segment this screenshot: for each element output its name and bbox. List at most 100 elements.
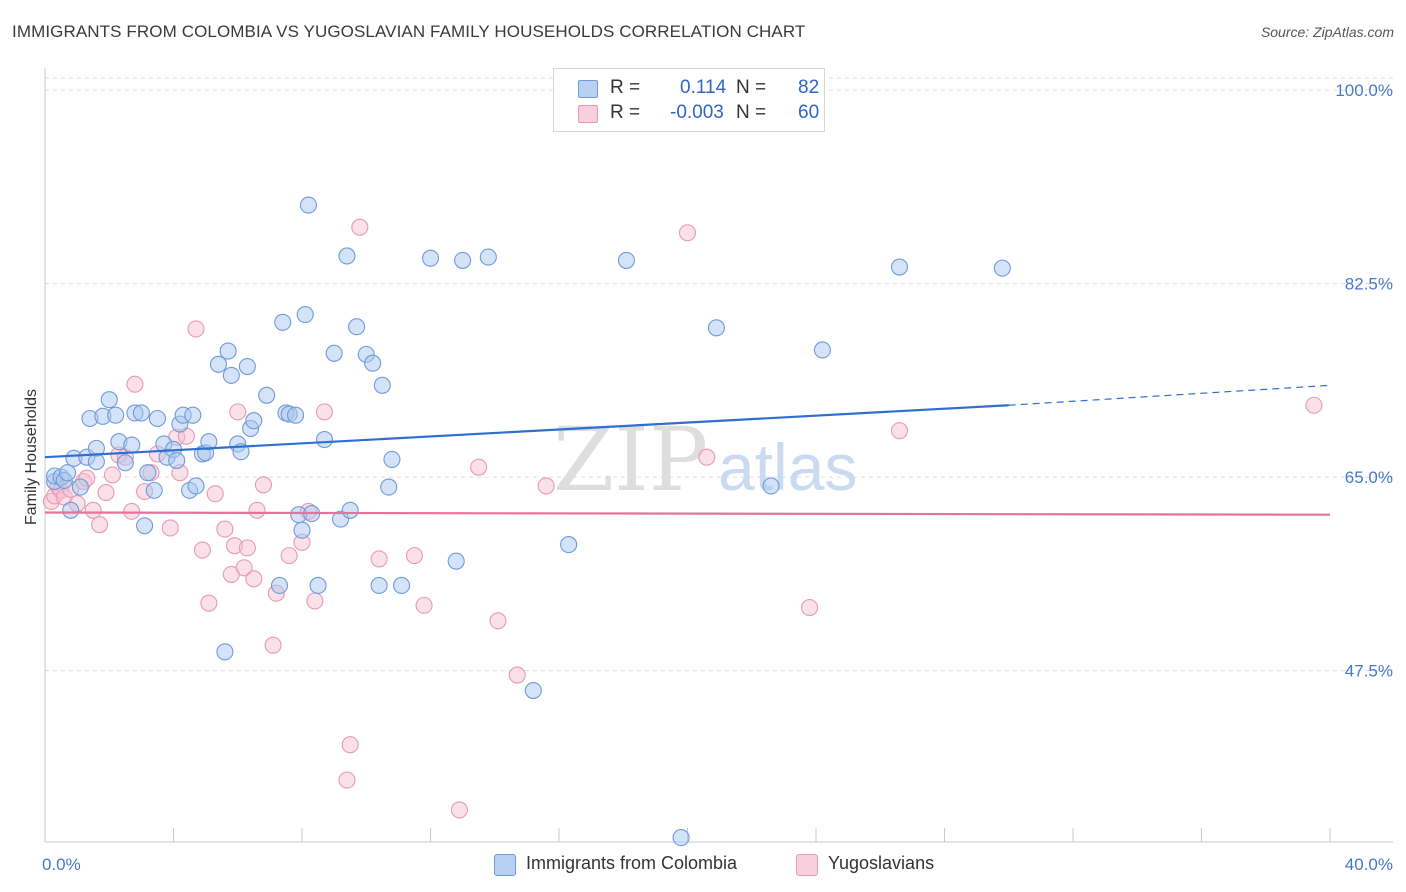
colombia-point: [274, 313, 292, 331]
colombia-point: [216, 643, 234, 661]
colombia-point: [187, 477, 205, 495]
colombia-point: [370, 576, 388, 595]
colombia-point: [315, 430, 334, 449]
colombia-point: [168, 451, 186, 470]
yugoslavians-point: [123, 502, 141, 520]
yugoslavians-point: [97, 484, 115, 502]
colombia-point: [116, 454, 134, 472]
yugoslavians-point: [351, 218, 369, 236]
colombia-point: [560, 536, 578, 554]
colombia-point: [184, 406, 202, 424]
yugoslavians-point: [187, 320, 205, 338]
axes: [44, 68, 1393, 843]
yugoslavians-point: [450, 801, 468, 819]
colombia-point: [87, 453, 105, 471]
colombia-point: [364, 354, 382, 372]
yugoslavians-point: [245, 570, 263, 588]
colombia-point: [890, 258, 909, 276]
colombia-point: [447, 552, 465, 570]
colombia-point: [383, 450, 401, 468]
yugoslavians-point: [280, 547, 298, 565]
yugoslavians-point: [801, 599, 819, 617]
colombia-point: [58, 464, 77, 482]
yugoslavians-point: [1305, 396, 1323, 414]
colombia-point: [107, 406, 125, 424]
yugoslavians-point: [678, 224, 697, 242]
x-tick-label-min: 0.0%: [42, 855, 81, 874]
y-axis-title: Family Households: [23, 389, 40, 525]
y-tick-labels: 47.5% 65.0% 82.5% 100.0%: [1335, 81, 1393, 681]
yugoslavians-point: [537, 477, 555, 495]
colombia-point: [296, 306, 314, 324]
colombia-point: [132, 404, 150, 422]
colombia-points: [46, 196, 1011, 847]
colombia-point: [299, 196, 317, 214]
legend-r-value: -0.003: [670, 102, 724, 123]
yugoslavians-point: [264, 636, 282, 654]
yugoslavians-point: [91, 516, 109, 534]
colombia-point: [287, 406, 305, 424]
colombia-point: [238, 357, 256, 376]
colombia-point: [71, 478, 89, 496]
yugoslavians-point: [216, 520, 234, 538]
colombia-point: [762, 477, 780, 495]
colombia-point: [380, 478, 398, 496]
legend-n-value: 60: [798, 102, 820, 123]
legend-n-label: N =: [736, 77, 767, 98]
colombia-trend-line: [44, 404, 1009, 459]
legend-n-value: 82: [798, 77, 820, 98]
trend-lines: [44, 384, 1331, 516]
yugoslavians-point: [229, 403, 247, 421]
colombia-point: [993, 259, 1011, 277]
yugoslavians-point: [161, 519, 179, 537]
yugoslavians-point: [306, 592, 324, 610]
yugoslavians-point: [238, 539, 256, 557]
colombia-point: [421, 249, 440, 267]
legend-r-label: R =: [610, 77, 641, 98]
watermark-atlas: atlas: [718, 430, 857, 504]
colombia-point: [200, 433, 218, 451]
colombia-point: [139, 464, 157, 482]
colombia-point: [524, 681, 542, 700]
colombia-point: [209, 355, 228, 373]
bottom-legend-swatch-pink: [796, 854, 818, 876]
yugoslavians-point: [254, 476, 273, 494]
colombia-point: [258, 386, 276, 404]
legend-swatch-blue: [578, 80, 598, 98]
colombia-point: [707, 319, 725, 337]
correlation-legend: R = 0.114 N = 82 R = -0.003 N = 60: [553, 68, 825, 132]
colombia-point: [813, 341, 831, 359]
y-tick-label: 82.5%: [1345, 275, 1393, 294]
yugoslavians-point: [470, 458, 488, 476]
colombia-point: [145, 481, 163, 499]
colombia-point: [219, 342, 237, 360]
yugoslavians-point: [698, 448, 716, 466]
yugoslavians-point: [126, 375, 144, 393]
colombia-point: [325, 344, 343, 362]
yugoslavians-point: [84, 501, 102, 519]
colombia-point: [454, 251, 472, 269]
yugoslavians-points: [42, 218, 1323, 819]
legend-r-value: 0.114: [680, 77, 727, 98]
colombia-point: [338, 247, 356, 265]
colombia-point: [148, 409, 166, 428]
yugoslavians-point: [508, 666, 526, 684]
colombia-point: [393, 576, 411, 595]
yugoslavians-point: [341, 736, 359, 754]
colombia-point: [293, 521, 311, 539]
bottom-legend-swatch-blue: [494, 854, 516, 876]
yugoslavians-point: [193, 541, 211, 559]
yugoslavians-point: [103, 466, 122, 484]
colombia-point: [123, 436, 141, 454]
x-tick-label-max: 40.0%: [1345, 855, 1393, 874]
yugoslavians-point: [489, 612, 507, 630]
colombia-point: [348, 318, 366, 336]
y-tick-label: 47.5%: [1345, 662, 1393, 681]
colombia-point: [245, 412, 263, 430]
colombia-point: [62, 501, 80, 519]
yugoslavians-point: [248, 501, 266, 519]
colombia-point: [270, 576, 289, 595]
chart-title: IMMIGRANTS FROM COLOMBIA VS YUGOSLAVIAN …: [12, 22, 806, 41]
yugoslavians-point: [235, 559, 253, 577]
